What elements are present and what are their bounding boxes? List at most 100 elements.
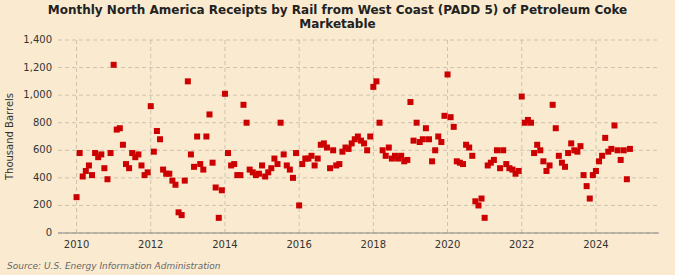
point [151,149,157,155]
point [336,161,342,167]
point [550,102,556,108]
y-grid-line [58,177,659,178]
y-axis-label: Thousand Barrels [4,93,15,181]
point [466,145,472,151]
point [77,150,83,156]
y-grid-line [58,122,659,123]
point [213,185,219,191]
title: Marketable [299,17,375,31]
point [126,165,132,171]
point [259,162,265,168]
source: Source: U.S. Energy Information Administ… [7,261,221,271]
point [148,103,154,109]
point [231,161,237,167]
point [537,147,543,153]
point [364,147,370,153]
point [194,134,200,140]
x-grid-line [447,40,448,233]
point [386,145,392,151]
x-axis-line [58,233,659,234]
point [179,212,185,218]
point [531,150,537,156]
point [516,168,522,174]
point [145,169,151,175]
point [562,164,568,170]
point [577,143,583,149]
point [172,182,178,188]
point [423,125,429,131]
point [519,94,525,100]
point [117,125,123,131]
point [435,134,441,140]
point [324,145,330,151]
point [432,147,438,153]
point [587,196,593,202]
point [210,160,216,166]
x-tick-label: 2020 [435,239,460,250]
point [411,138,417,144]
point [135,151,141,157]
point [593,168,599,174]
x-grid-line [76,40,77,233]
point [89,172,95,178]
y-tick-label: 600 [33,144,52,155]
grid [58,40,659,233]
point [240,102,246,108]
point [611,122,617,128]
point [627,146,633,152]
point [101,165,107,171]
point [448,114,454,120]
point [377,120,383,126]
point [188,151,194,157]
point [581,172,587,178]
y-tick-label: 1,200 [23,62,52,73]
point [540,158,546,164]
point [556,153,562,159]
point [528,120,534,126]
point [370,84,376,90]
point [494,147,500,153]
point [451,124,457,130]
point [574,149,580,155]
x-tick-label: 2022 [509,239,534,250]
point [398,153,404,159]
y-grid-line [58,40,659,41]
point [624,176,630,182]
point [222,91,228,97]
point [86,162,92,168]
point [108,150,114,156]
point [315,156,321,162]
point [83,168,89,174]
point [191,164,197,170]
point [111,62,117,68]
x-tick-label: 2018 [361,239,386,250]
chart: Monthly North America Receipts by Rail f… [0,0,675,275]
point [157,136,163,142]
point [599,153,605,159]
point [74,194,80,200]
point [182,178,188,184]
point [203,134,209,140]
point [327,165,333,171]
point [438,139,444,145]
y-tick-label: 1,400 [23,34,52,45]
point [330,147,336,153]
y-tick-label: 0 [46,227,52,238]
point [367,134,373,140]
point [445,71,451,77]
y-grid-line [58,67,659,68]
point [479,196,485,202]
point [200,167,206,173]
y-grid-line [58,95,659,96]
point [547,162,553,168]
point [383,153,389,159]
point [361,140,367,146]
point [268,165,274,171]
point [426,136,432,142]
point [237,172,243,178]
x-grid-line [150,40,151,233]
point [429,158,435,164]
title: Monthly North America Receipts by Rail f… [48,3,628,17]
y-tick-label: 200 [33,199,52,210]
point [278,120,284,126]
